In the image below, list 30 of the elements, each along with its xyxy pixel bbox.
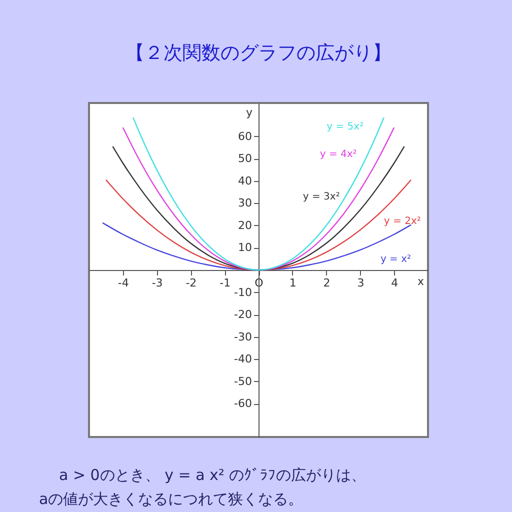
x-tick-label: 4 <box>391 276 398 290</box>
y-tick-label: -30 <box>234 330 252 344</box>
y-tick-label: 30 <box>238 196 252 210</box>
x-tick-label: -2 <box>186 276 197 290</box>
series-label: y = 4x² <box>320 149 357 160</box>
x-tick-label: 2 <box>323 276 330 290</box>
series-label: y = x² <box>380 254 412 265</box>
y-tick-label: -60 <box>234 397 252 410</box>
x-tick-label: -1 <box>220 276 231 290</box>
y-tick-label: 50 <box>238 152 252 166</box>
y-tick-label: -10 <box>234 286 252 299</box>
text: a > 0のとき、 y = a x² のｸﾞﾗﾌの広がりは、 <box>59 466 366 484</box>
x-tick-label: -3 <box>152 276 163 290</box>
x-tick-label: -4 <box>118 276 129 290</box>
y-tick-label: 40 <box>238 174 252 188</box>
y-axis-title: y <box>246 106 253 119</box>
y-tick-label: 10 <box>238 241 252 254</box>
y-tick-label: 20 <box>238 218 252 232</box>
series-label: y = 5x² <box>326 121 364 132</box>
x-tick-label: 3 <box>357 276 364 290</box>
y-tick-label: -40 <box>234 352 252 366</box>
chart-title: 【２次関数のグラフの広がり】 <box>126 42 392 64</box>
text: aの値が大きくなるにつれて狭くなる。 <box>39 490 304 508</box>
y-tick-label: -50 <box>234 374 252 388</box>
x-tick-label: 1 <box>289 276 296 290</box>
series-label: y = 2x² <box>384 216 421 228</box>
x-axis-title: x <box>417 275 424 288</box>
y-tick-label: 60 <box>238 130 252 143</box>
text: y = 3x² <box>302 192 340 203</box>
y-tick-label: -20 <box>234 308 252 322</box>
